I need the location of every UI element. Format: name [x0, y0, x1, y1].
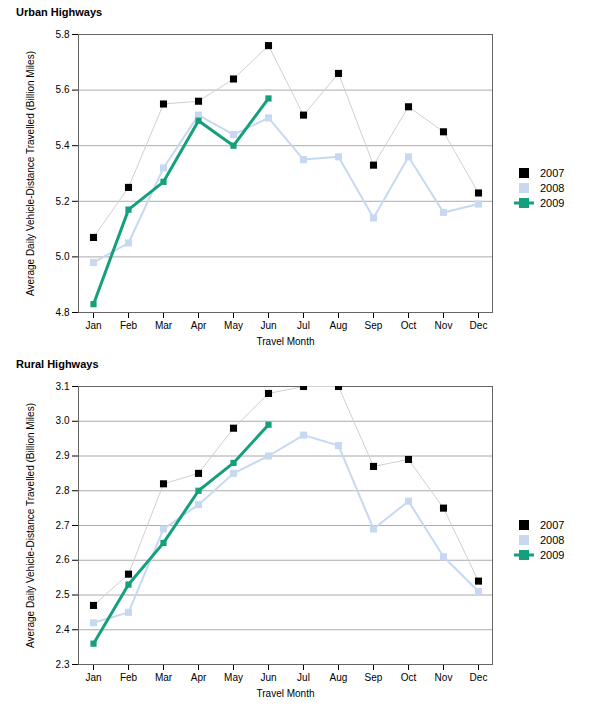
svg-text:Aug: Aug: [330, 320, 348, 331]
svg-text:Jul: Jul: [297, 672, 310, 683]
svg-text:5.0: 5.0: [56, 251, 70, 262]
html-text:2008: 2008: [540, 182, 565, 194]
svg-text:Feb: Feb: [120, 672, 138, 683]
svg-text:2.6: 2.6: [56, 554, 70, 565]
svg-text:Sep: Sep: [365, 672, 383, 683]
svg-text:May: May: [224, 320, 243, 331]
svg-text:3.0: 3.0: [56, 415, 70, 426]
svg-text:2.7: 2.7: [56, 520, 70, 531]
svg-text:5.6: 5.6: [56, 84, 70, 95]
html-text:2009: 2009: [540, 549, 565, 561]
svg-text:Apr: Apr: [191, 672, 207, 683]
svg-text:Nov: Nov: [435, 320, 453, 331]
svg-text:Oct: Oct: [401, 320, 417, 331]
html-text:2008: 2008: [540, 534, 565, 546]
svg-text:Apr: Apr: [191, 320, 207, 331]
svg-text:Aug: Aug: [330, 672, 348, 683]
svg-text:Oct: Oct: [401, 672, 417, 683]
svg-text:2.9: 2.9: [56, 450, 70, 461]
html-text:2007: 2007: [540, 519, 565, 531]
svg-text:Nov: Nov: [435, 672, 453, 683]
svg-text:Travel Month: Travel Month: [257, 336, 315, 347]
svg-text:Jan: Jan: [85, 320, 101, 331]
html-text:2007: 2007: [540, 167, 565, 179]
svg-text:Jun: Jun: [260, 672, 276, 683]
svg-text:2.3: 2.3: [56, 659, 70, 670]
svg-text:Jan: Jan: [85, 672, 101, 683]
svg-text:5.4: 5.4: [56, 140, 70, 151]
svg-text:Jul: Jul: [297, 320, 310, 331]
html-text:Urban Highways: Urban Highways: [16, 6, 103, 18]
svg-text:3.1: 3.1: [56, 381, 70, 392]
svg-text:Jun: Jun: [260, 320, 276, 331]
svg-text:Average Daily Vehicle-Distance: Average Daily Vehicle-Distance Travelled…: [25, 403, 36, 648]
svg-text:2.8: 2.8: [56, 485, 70, 496]
svg-text:5.2: 5.2: [56, 196, 70, 207]
svg-text:Sep: Sep: [365, 320, 383, 331]
svg-text:Dec: Dec: [470, 672, 488, 683]
svg-text:Travel Month: Travel Month: [257, 688, 315, 699]
svg-text:May: May: [224, 672, 243, 683]
svg-text:Average Daily Vehicle-Distance: Average Daily Vehicle-Distance Travelled…: [25, 51, 36, 296]
svg-text:Dec: Dec: [470, 320, 488, 331]
svg-text:Mar: Mar: [155, 320, 173, 331]
svg-text:2.5: 2.5: [56, 589, 70, 600]
svg-text:5.8: 5.8: [56, 29, 70, 40]
html-text:2009: 2009: [540, 197, 565, 209]
svg-text:4.8: 4.8: [56, 307, 70, 318]
html-text:Rural Highways: Rural Highways: [16, 358, 99, 370]
svg-text:2.4: 2.4: [56, 624, 70, 635]
svg-text:Feb: Feb: [120, 320, 138, 331]
svg-text:Mar: Mar: [155, 672, 173, 683]
